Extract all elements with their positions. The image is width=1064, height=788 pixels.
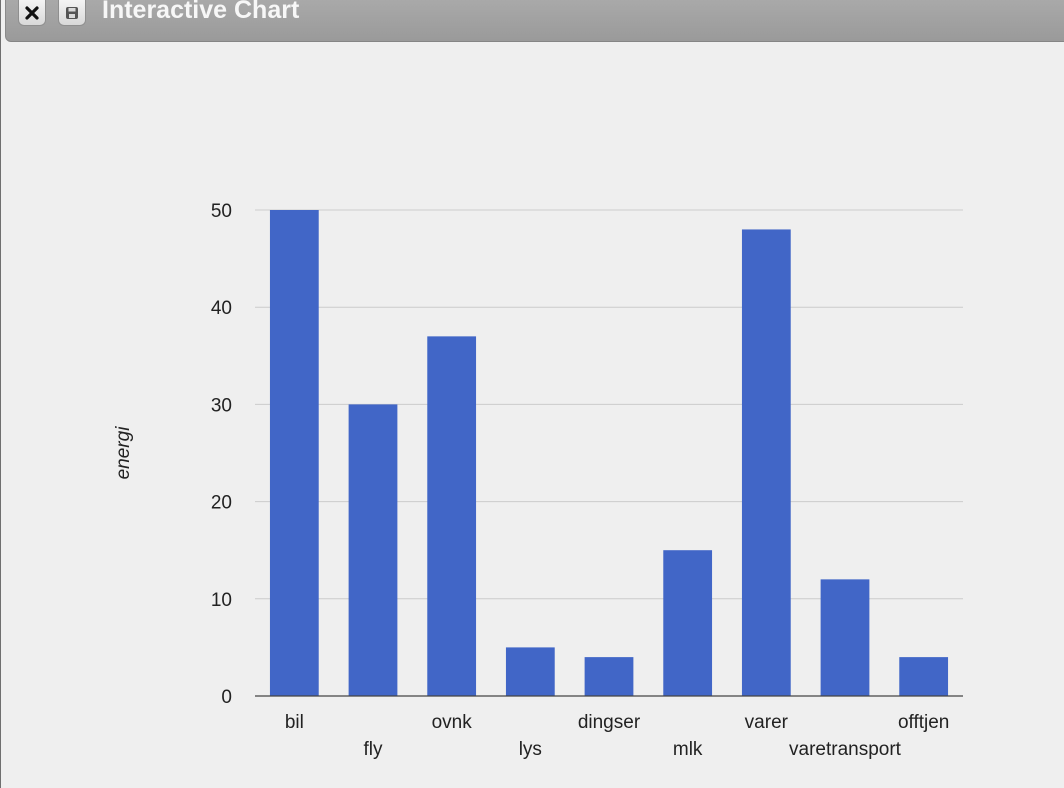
x-tick-label: varer — [745, 712, 789, 733]
x-tick-label: dingser — [578, 712, 641, 733]
save-button[interactable] — [58, 0, 86, 26]
bar-lys[interactable] — [505, 647, 555, 696]
bar-varetransport[interactable] — [820, 579, 870, 696]
close-button[interactable] — [18, 0, 46, 26]
y-tick-label: 20 — [211, 493, 232, 514]
y-tick-label: 30 — [211, 395, 232, 416]
y-axis-title: energi — [113, 426, 134, 480]
x-tick-label: lys — [519, 739, 542, 760]
floppy-disk-icon — [66, 6, 78, 19]
title-bar: Interactive Chart — [5, 0, 1064, 42]
bars — [269, 210, 949, 696]
x-tick-label: bil — [285, 712, 304, 733]
x-tick-label: offtjen — [898, 712, 949, 733]
y-tick-label: 0 — [221, 687, 232, 708]
bar-ovnk[interactable] — [427, 336, 477, 696]
y-tick-label: 40 — [211, 298, 232, 319]
x-tick-label: fly — [364, 739, 384, 760]
close-icon — [25, 5, 39, 20]
bar-mlk[interactable] — [663, 550, 713, 696]
bar-varer[interactable] — [741, 229, 791, 696]
window-title: Interactive Chart — [102, 0, 300, 24]
x-tick-label: mlk — [673, 739, 703, 760]
y-tick-label: 10 — [211, 590, 232, 611]
bar-offtjen[interactable] — [899, 657, 949, 696]
y-tick-labels: 0 10 20 30 40 50 — [211, 201, 232, 708]
bar-bil[interactable] — [269, 210, 319, 696]
bar-fly[interactable] — [348, 404, 398, 696]
x-tick-labels: bil fly ovnk lys dingser mlk varervaretranspor… — [285, 712, 950, 760]
x-tick-label: varetransport — [789, 739, 902, 760]
x-tick-label: ovnk — [432, 712, 473, 733]
y-tick-label: 50 — [211, 201, 232, 222]
bar-dingser[interactable] — [584, 657, 634, 696]
